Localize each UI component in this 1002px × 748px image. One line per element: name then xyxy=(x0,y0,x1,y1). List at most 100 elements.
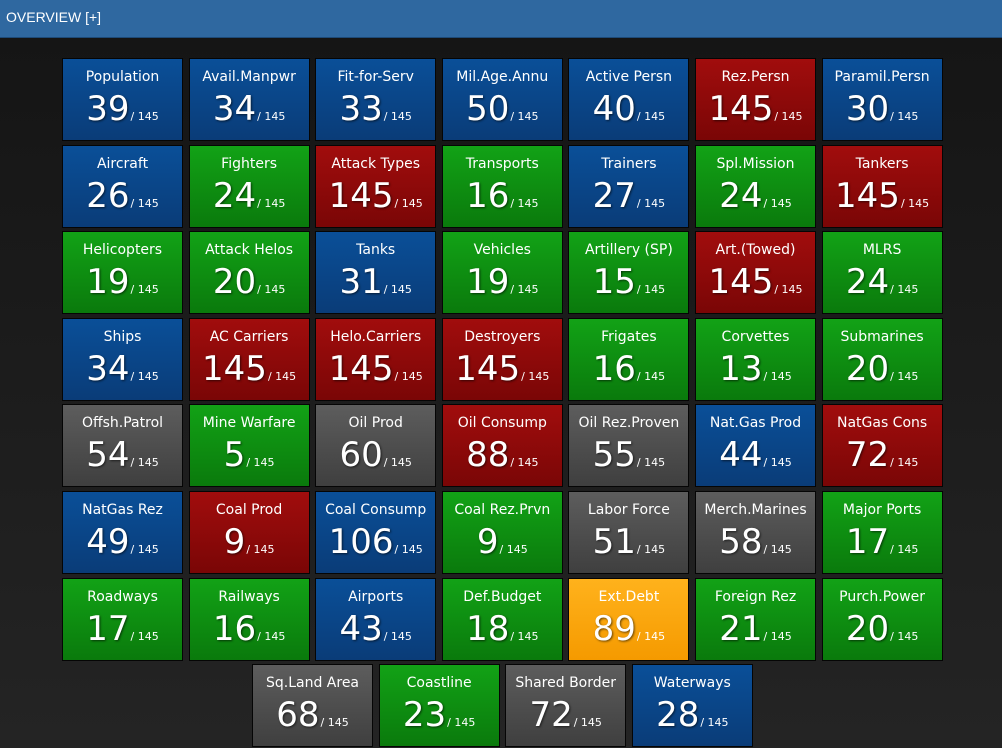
stat-tile-ac-carriers[interactable]: AC Carriers 145/ 145 xyxy=(188,317,310,401)
stat-tile-value: 9/ 145 xyxy=(190,523,309,561)
stat-tile-value: 30/ 145 xyxy=(823,90,942,128)
stat-tile-offsh-patrol[interactable]: Offsh.Patrol 54/ 145 xyxy=(62,404,183,488)
stat-tile-rank: 23 xyxy=(402,695,447,736)
stat-tile-transports[interactable]: Transports 16/ 145 xyxy=(441,144,563,228)
stat-tile-roadways[interactable]: Roadways 17/ 145 xyxy=(62,577,183,661)
stat-tile-natgas-rez[interactable]: NatGas Rez 49/ 145 xyxy=(62,491,183,574)
stat-tile-vehicles[interactable]: Vehicles 19/ 145 xyxy=(441,231,563,315)
stat-tile-rank: 72 xyxy=(845,435,890,476)
stat-tile-rank: 9 xyxy=(476,522,499,562)
stat-tile-rank: 18 xyxy=(466,608,510,649)
stat-tile-value: 24/ 145 xyxy=(696,177,815,215)
stat-tile-artillery-sp[interactable]: Artillery (SP) 15/ 145 xyxy=(568,231,690,315)
stat-tile-total: / 145 xyxy=(257,283,286,297)
stat-tile-spl-mission[interactable]: Spl.Mission 24/ 145 xyxy=(695,144,816,228)
stat-tile-airports[interactable]: Airports 43/ 145 xyxy=(315,577,437,661)
stat-tile-foreign-rez[interactable]: Foreign Rez 21/ 145 xyxy=(695,577,816,661)
stat-tile-helo-carriers[interactable]: Helo.Carriers 145/ 145 xyxy=(315,317,437,401)
stat-tile-waterways[interactable]: Waterways 28/ 145 xyxy=(631,664,753,748)
stat-tile-oil-prod[interactable]: Oil Prod 60/ 145 xyxy=(315,404,437,488)
stat-tile-rank: 51 xyxy=(592,522,636,562)
stat-tile-label: Transports xyxy=(465,155,539,172)
stat-tile-coal-rez-prvn[interactable]: Coal Rez.Prvn 9/ 145 xyxy=(441,491,563,574)
stat-tile-total: / 145 xyxy=(130,543,159,556)
stat-tile-tanks[interactable]: Tanks 31/ 145 xyxy=(315,231,437,315)
stat-tile-attack-helos[interactable]: Attack Helos 20/ 145 xyxy=(188,231,310,315)
stat-tile-value: 68/ 145 xyxy=(253,696,372,734)
stat-tile-attack-types[interactable]: Attack Types 145/ 145 xyxy=(315,144,437,228)
stat-tile-rank: 34 xyxy=(212,89,257,129)
stat-tile-mil-age-annu[interactable]: Mil.Age.Annu 50/ 145 xyxy=(441,58,563,141)
overview-panel: Population 39/ 145 Avail.Manpwr 34/ 145 Fit-… xyxy=(0,39,1002,748)
stat-tile-label: Rez.Persn xyxy=(721,69,790,85)
overview-toggle[interactable]: OVERVIEW [+] xyxy=(6,9,102,25)
stat-tile-rank: 17 xyxy=(86,608,130,649)
stat-tile-rank: 20 xyxy=(845,348,890,389)
stat-tile-oil-rez-proven[interactable]: Oil Rez.Proven 55/ 145 xyxy=(568,404,690,488)
stat-tile-fighters[interactable]: Fighters 24/ 145 xyxy=(188,144,310,228)
stat-tile-coastline[interactable]: Coastline 23/ 145 xyxy=(378,664,500,748)
stat-tile-coal-prod[interactable]: Coal Prod 9/ 145 xyxy=(188,491,310,574)
stat-tile-ships[interactable]: Ships 34/ 145 xyxy=(62,317,183,401)
stat-tile-frigates[interactable]: Frigates 16/ 145 xyxy=(568,317,690,401)
stat-tile-tankers[interactable]: Tankers 145/ 145 xyxy=(821,144,943,228)
stat-tile-trainers[interactable]: Trainers 27/ 145 xyxy=(568,144,690,228)
stat-tile-mine-warfare[interactable]: Mine Warfare 5/ 145 xyxy=(188,404,310,488)
stat-tile-purch-power[interactable]: Purch.Power 20/ 145 xyxy=(821,577,943,661)
stat-tile-submarines[interactable]: Submarines 20/ 145 xyxy=(821,317,943,401)
stat-tile-label: Frigates xyxy=(601,328,657,345)
stat-tile-value: 145/ 145 xyxy=(443,350,562,388)
stat-tile-merch-marines[interactable]: Merch.Marines 58/ 145 xyxy=(695,491,816,574)
stat-tile-helicopters[interactable]: Helicopters 19/ 145 xyxy=(62,231,183,315)
stat-tile-total: / 145 xyxy=(763,369,792,383)
stat-tile-natgas-cons[interactable]: NatGas Cons 72/ 145 xyxy=(821,404,943,488)
stat-tile-value: 145/ 145 xyxy=(696,90,815,128)
stat-tile-value: 50/ 145 xyxy=(443,90,562,128)
stat-tile-railways[interactable]: Railways 16/ 145 xyxy=(188,577,310,661)
stat-tile-aircraft[interactable]: Aircraft 26/ 145 xyxy=(62,144,183,228)
stat-tile-avail-manpwr[interactable]: Avail.Manpwr 34/ 145 xyxy=(188,58,310,141)
stat-tile-total: / 145 xyxy=(763,456,792,470)
stat-tile-label: Merch.Marines xyxy=(704,502,807,518)
stat-tile-rank: 16 xyxy=(592,348,636,389)
stat-tile-value: 24/ 145 xyxy=(190,177,309,215)
stat-tile-label: Ext.Debt xyxy=(598,588,660,605)
stat-tile-value: 33/ 145 xyxy=(316,90,435,128)
stat-tile-major-ports[interactable]: Major Ports 17/ 145 xyxy=(821,491,943,574)
stat-tile-art-towed[interactable]: Art.(Towed) 145/ 145 xyxy=(695,231,816,315)
stat-tile-label: Oil Consump xyxy=(457,415,547,432)
stat-tile-value: 15/ 145 xyxy=(569,263,688,301)
stat-tile-rank: 15 xyxy=(592,262,636,303)
stat-tile-label: Def.Budget xyxy=(463,588,542,605)
stat-tile-fit-for-serv[interactable]: Fit-for-Serv 33/ 145 xyxy=(315,58,437,141)
stat-tile-value: 28/ 145 xyxy=(633,696,752,734)
stat-tile-label: AC Carriers xyxy=(209,328,289,345)
stat-tile-label: Spl.Mission xyxy=(716,155,795,172)
stat-tile-population[interactable]: Population 39/ 145 xyxy=(62,58,183,141)
stat-tile-def-budget[interactable]: Def.Budget 18/ 145 xyxy=(441,577,563,661)
stat-tile-rank: 20 xyxy=(212,262,257,303)
stat-tile-corvettes[interactable]: Corvettes 13/ 145 xyxy=(695,317,816,401)
stat-tile-total: / 145 xyxy=(130,283,159,297)
stat-tile-value: 31/ 145 xyxy=(316,263,435,301)
stat-tile-value: 60/ 145 xyxy=(316,436,435,474)
stat-tile-label: Tanks xyxy=(356,242,396,259)
stat-tile-shared-border[interactable]: Shared Border 72/ 145 xyxy=(505,664,627,748)
stat-tile-value: 20/ 145 xyxy=(823,350,942,388)
stat-tile-label: Waterways xyxy=(653,675,731,692)
stat-tile-coal-consump[interactable]: Coal Consump 106/ 145 xyxy=(315,491,437,574)
stat-tile-total: / 145 xyxy=(890,369,919,383)
stat-tile-rez-persn[interactable]: Rez.Persn 145/ 145 xyxy=(695,58,816,141)
stat-tile-oil-consump[interactable]: Oil Consump 88/ 145 xyxy=(441,404,563,488)
stat-tile-ext-debt[interactable]: Ext.Debt 89/ 145 xyxy=(568,577,690,661)
stat-tile-destroyers[interactable]: Destroyers 145/ 145 xyxy=(441,317,563,401)
stat-tile-total: / 145 xyxy=(890,629,919,643)
stat-tile-total: / 145 xyxy=(636,283,666,297)
stat-tile-paramil-persn[interactable]: Paramil.Persn 30/ 145 xyxy=(821,58,943,141)
stat-tile-mlrs[interactable]: MLRS 24/ 145 xyxy=(821,231,943,315)
stat-tile-labor-force[interactable]: Labor Force 51/ 145 xyxy=(568,491,690,574)
stat-tile-nat-gas-prod[interactable]: Nat.Gas Prod 44/ 145 xyxy=(695,404,816,488)
stat-tile-value: 106/ 145 xyxy=(316,523,435,561)
stat-tile-active-persn[interactable]: Active Persn 40/ 145 xyxy=(568,58,690,141)
stat-tile-sq-land-area[interactable]: Sq.Land Area 68/ 145 xyxy=(252,664,373,748)
